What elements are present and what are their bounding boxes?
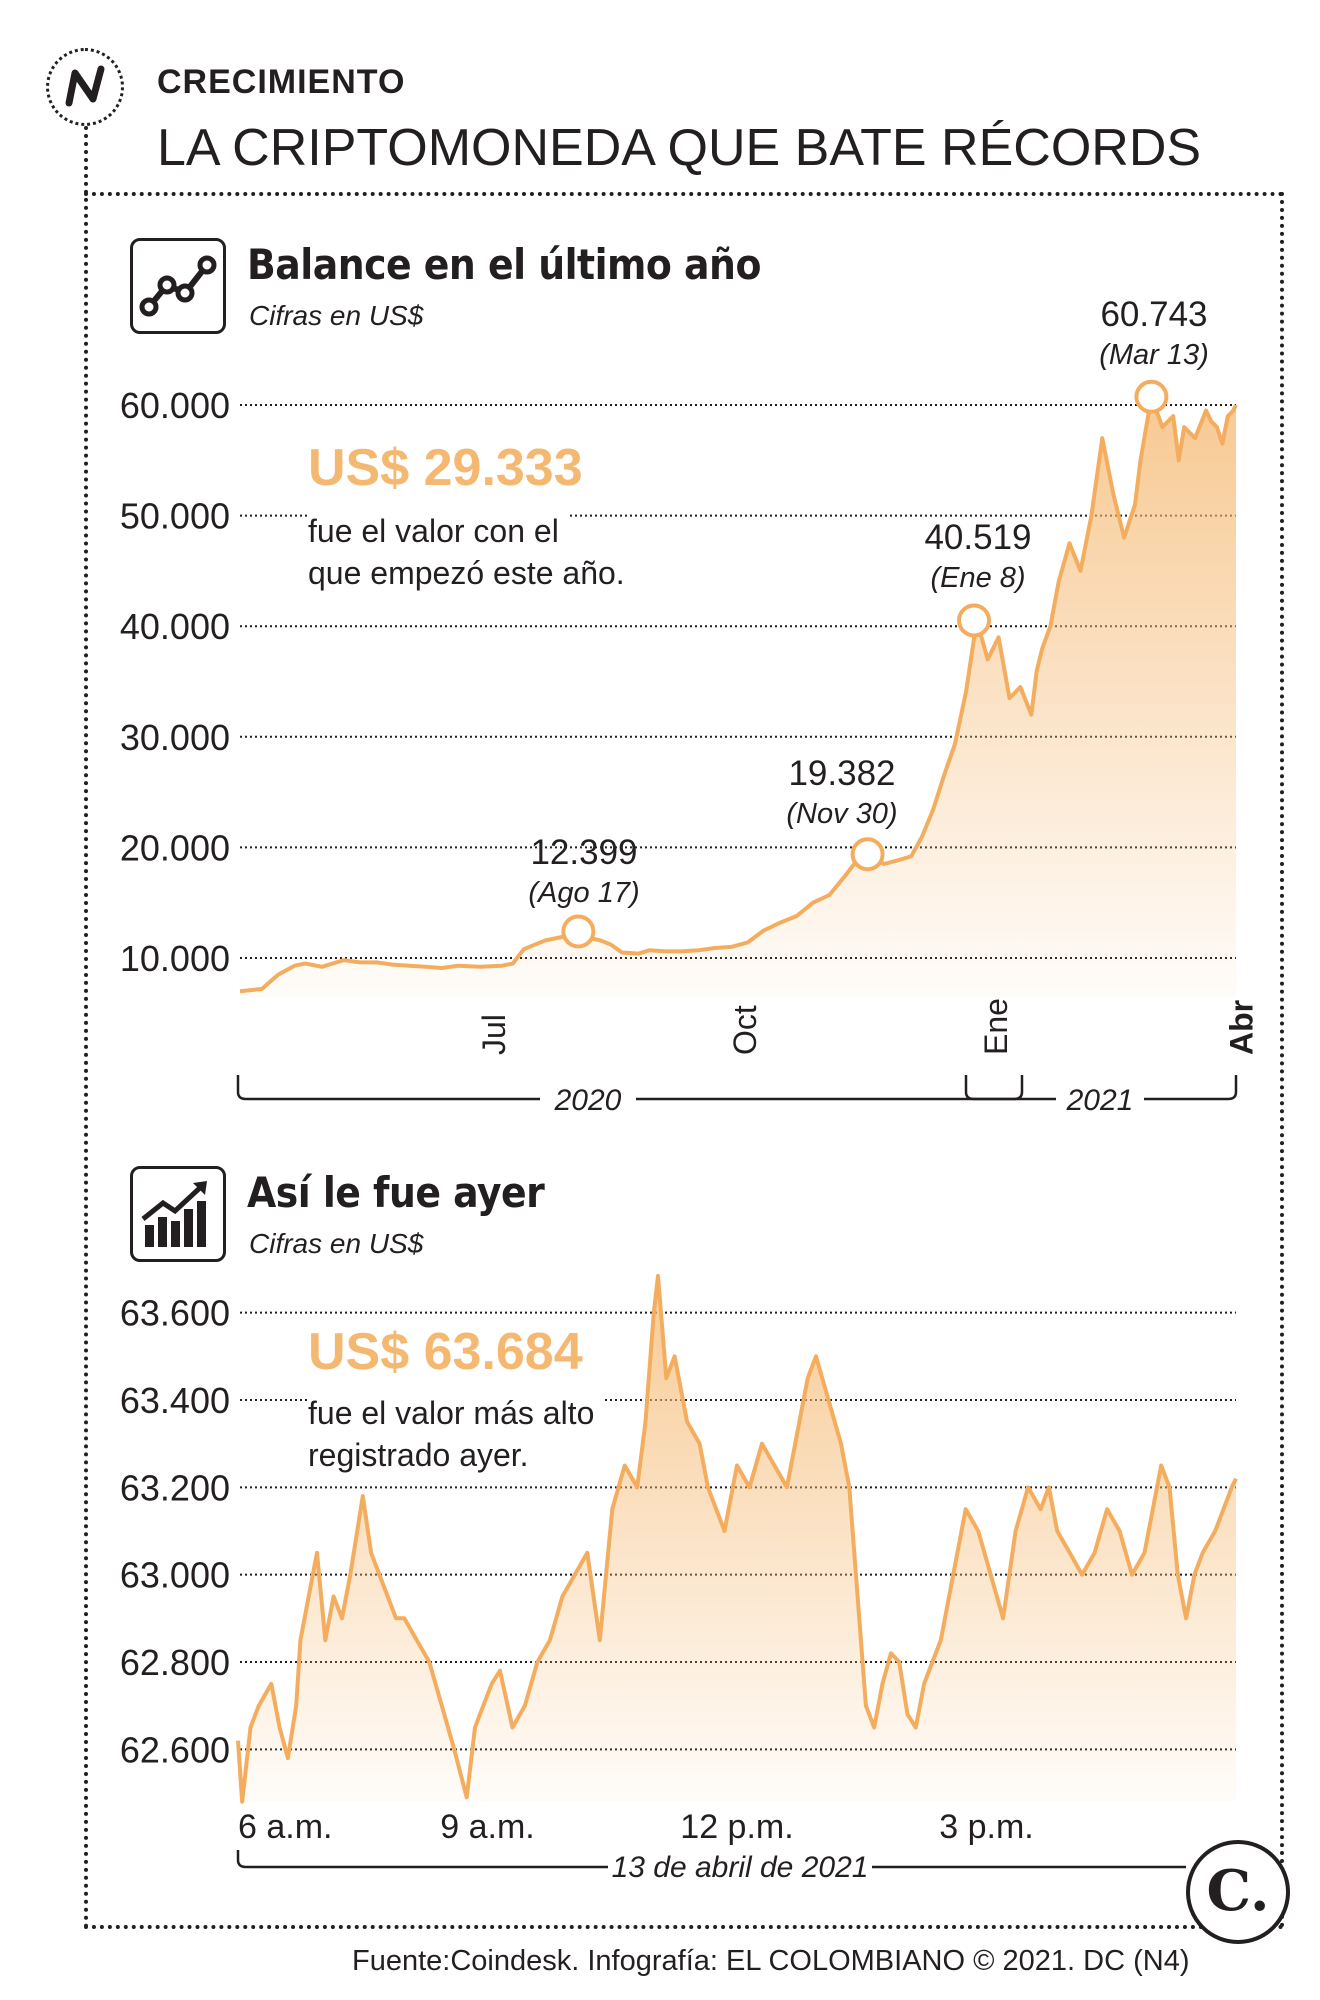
chart2-highlight-value: US$ 63.684 [308, 1323, 583, 1381]
logo-n-icon [46, 48, 124, 126]
y-tick-label: 63.400 [120, 1380, 230, 1421]
y-tick-label: 30.000 [120, 717, 230, 758]
annotation-value-label: 60.743 [1100, 295, 1207, 334]
annotation-marker [1134, 379, 1169, 414]
x-tick-label: Ene [978, 998, 1014, 1055]
y-tick-label: 50.000 [120, 496, 230, 537]
annotation-marker [850, 837, 885, 872]
source-credit: Fuente:Coindesk. Infografía: EL COLOMBIA… [352, 1945, 1190, 1977]
brand-mark-text: C. [1206, 1858, 1270, 1924]
year-label-bg [540, 1084, 636, 1114]
y-tick-label: 63.600 [120, 1293, 230, 1334]
annotation-date-label: (Nov 30) [786, 798, 897, 830]
series-line [236, 1274, 1238, 1804]
chart2-subtitle: Cifras en US$ [249, 1228, 424, 1259]
chart1-svg: 10.000 20.000 30.000 40.000 50.000 60.000 12.3… [120, 295, 1260, 1117]
annotation-value-label: 12.399 [530, 833, 637, 872]
chart2-svg: 62.600 62.800 63.000 63.200 63.400 63.600 6 a.… [120, 1274, 1238, 1884]
chart1-highlight-text-2: que empezó este año. [308, 555, 625, 591]
annotation-date-label: (Ago 17) [528, 877, 639, 909]
y-tick-label: 63.000 [120, 1555, 230, 1596]
chart1-highlight-value: US$ 29.333 [308, 439, 583, 497]
y-tick-label: 40.000 [120, 606, 230, 647]
y-tick-label: 20.000 [120, 827, 230, 868]
annotation-value-label: 19.382 [788, 754, 895, 793]
line-chart-icon [130, 238, 226, 334]
year-label-bg [1056, 1084, 1144, 1114]
frame-left-border [84, 126, 88, 1930]
annotation-marker [561, 914, 596, 949]
bar-growth-chart-icon [130, 1166, 226, 1262]
chart2-highlight-text-1: fue el valor más alto [308, 1392, 603, 1434]
chart2-highlight-text-2: registrado ayer. [308, 1437, 529, 1473]
annotation-marker [957, 603, 992, 638]
series-area [238, 1276, 1236, 1802]
annotation-date-label: (Mar 13) [1099, 339, 1209, 371]
annotation-date-label: (Ene 8) [930, 562, 1025, 594]
annotation-value-label: 40.519 [924, 518, 1031, 557]
section-kicker: CRECIMIENTO [157, 63, 406, 101]
date-label-bg [608, 1850, 872, 1884]
chart1-subtitle: Cifras en US$ [249, 300, 424, 331]
chart2-title: Así le fue ayer [247, 1168, 545, 1217]
x-tick-label: 3 p.m. [939, 1808, 1033, 1846]
year-label-2021: 2021 [1066, 1084, 1134, 1117]
page-title: LA CRIPTOMONEDA QUE BATE RÉCORDS [157, 119, 1202, 177]
y-tick-label: 63.200 [120, 1467, 230, 1508]
y-tick-label: 62.800 [120, 1642, 230, 1683]
date-bracket [236, 1850, 1186, 1869]
y-tick-label: 60.000 [120, 385, 230, 426]
brand-logo: C. [1186, 1840, 1290, 1944]
x-tick-label: 12 p.m. [680, 1808, 793, 1846]
y-tick-label: 10.000 [120, 938, 230, 979]
chart1-title: Balance en el último año [247, 240, 761, 289]
x-tick-label: Abr [1223, 1000, 1259, 1055]
chart1-highlight-text-1: fue el valor con el [308, 510, 567, 552]
frame-border [84, 192, 1284, 1929]
x-tick-label: Oct [727, 1005, 763, 1055]
y-tick-label: 62.600 [120, 1729, 230, 1770]
series-area [240, 396, 1236, 998]
x-tick-label: 6 a.m. [238, 1808, 332, 1846]
year-label-2020: 2020 [554, 1084, 622, 1117]
date-label: 13 de abril de 2021 [612, 1851, 869, 1884]
x-tick-label: 9 a.m. [440, 1808, 534, 1846]
x-tick-label: Jul [476, 1014, 512, 1055]
